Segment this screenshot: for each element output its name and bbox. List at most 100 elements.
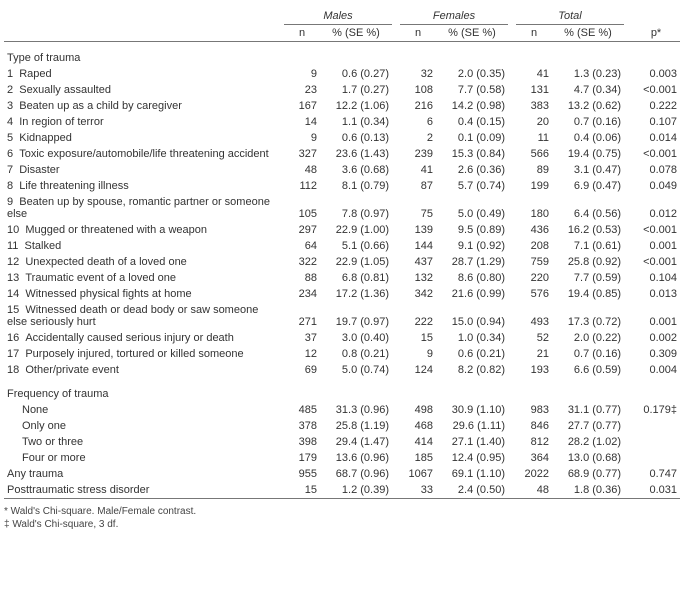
males-n: 327	[284, 146, 320, 162]
total-n: 41	[516, 66, 552, 82]
males-pct: 29.4 (1.47)	[320, 434, 392, 450]
table-row: 2 Sexually assaulted 23 1.7 (0.27) 108 7…	[4, 82, 680, 98]
total-n: 436	[516, 222, 552, 238]
total-pct: 1.3 (0.23)	[552, 66, 624, 82]
table-row: 11 Stalked 64 5.1 (0.66) 144 9.1 (0.92) …	[4, 238, 680, 254]
males-n: 112	[284, 178, 320, 194]
males-pct: 5.0 (0.74)	[320, 362, 392, 378]
table-row: Two or three 398 29.4 (1.47) 414 27.1 (1…	[4, 434, 680, 450]
males-pct: 31.3 (0.96)	[320, 402, 392, 418]
females-n: 108	[400, 82, 436, 98]
table-row: 1 Raped 9 0.6 (0.27) 32 2.0 (0.35) 41 1.…	[4, 66, 680, 82]
females-n: 15	[400, 330, 436, 346]
sub-pct: % (SE %)	[320, 25, 392, 42]
row-label: 1 Raped	[4, 66, 284, 82]
females-n: 132	[400, 270, 436, 286]
total-pct: 0.4 (0.06)	[552, 130, 624, 146]
total-n: 11	[516, 130, 552, 146]
males-n: 69	[284, 362, 320, 378]
females-n: 498	[400, 402, 436, 418]
females-n: 437	[400, 254, 436, 270]
p-value: 0.001	[632, 302, 680, 330]
males-pct: 1.1 (0.34)	[320, 114, 392, 130]
females-pct: 0.1 (0.09)	[436, 130, 508, 146]
total-n: 52	[516, 330, 552, 346]
females-pct: 2.0 (0.35)	[436, 66, 508, 82]
footnote: ‡ Wald's Chi-square, 3 df.	[4, 518, 676, 531]
total-pct: 7.7 (0.59)	[552, 270, 624, 286]
table-row: 6 Toxic exposure/automobile/life threate…	[4, 146, 680, 162]
total-n: 566	[516, 146, 552, 162]
males-header: Males	[284, 8, 392, 25]
p-value: 0.031	[632, 482, 680, 499]
total-pct: 28.2 (1.02)	[552, 434, 624, 450]
females-n: 32	[400, 66, 436, 82]
males-n: 23	[284, 82, 320, 98]
p-value: 0.003	[632, 66, 680, 82]
males-pct: 6.8 (0.81)	[320, 270, 392, 286]
females-pct: 1.0 (0.34)	[436, 330, 508, 346]
males-pct: 5.1 (0.66)	[320, 238, 392, 254]
sub-pct: % (SE %)	[552, 25, 624, 42]
p-value: 0.747	[632, 466, 680, 482]
females-n: 33	[400, 482, 436, 499]
males-pct: 25.8 (1.19)	[320, 418, 392, 434]
p-value: 0.179‡	[632, 402, 680, 418]
females-header: Females	[400, 8, 508, 25]
p-value: 0.004	[632, 362, 680, 378]
table-row: 15 Witnessed death or dead body or saw s…	[4, 302, 680, 330]
total-pct: 27.7 (0.77)	[552, 418, 624, 434]
row-label: Only one	[4, 418, 284, 434]
females-pct: 5.7 (0.74)	[436, 178, 508, 194]
total-pct: 2.0 (0.22)	[552, 330, 624, 346]
total-n: 846	[516, 418, 552, 434]
females-pct: 8.6 (0.80)	[436, 270, 508, 286]
total-n: 48	[516, 482, 552, 499]
males-pct: 0.6 (0.27)	[320, 66, 392, 82]
total-header: Total	[516, 8, 624, 25]
p-value: 0.309	[632, 346, 680, 362]
females-n: 239	[400, 146, 436, 162]
table-row: 14 Witnessed physical fights at home 234…	[4, 286, 680, 302]
p-value: 0.002	[632, 330, 680, 346]
total-n: 2022	[516, 466, 552, 482]
table-row: 7 Disaster 48 3.6 (0.68) 41 2.6 (0.36) 8…	[4, 162, 680, 178]
males-pct: 23.6 (1.43)	[320, 146, 392, 162]
males-n: 179	[284, 450, 320, 466]
p-value: <0.001	[632, 82, 680, 98]
females-n: 222	[400, 302, 436, 330]
females-n: 216	[400, 98, 436, 114]
females-n: 41	[400, 162, 436, 178]
p-value	[632, 434, 680, 450]
males-pct: 8.1 (0.79)	[320, 178, 392, 194]
total-pct: 7.1 (0.61)	[552, 238, 624, 254]
total-pct: 68.9 (0.77)	[552, 466, 624, 482]
females-n: 75	[400, 194, 436, 222]
females-pct: 27.1 (1.40)	[436, 434, 508, 450]
row-label: 14 Witnessed physical fights at home	[4, 286, 284, 302]
females-pct: 7.7 (0.58)	[436, 82, 508, 98]
total-n: 759	[516, 254, 552, 270]
total-n: 199	[516, 178, 552, 194]
footnotes: * Wald's Chi-square. Male/Female contras…	[4, 505, 676, 531]
table-row: None 485 31.3 (0.96) 498 30.9 (1.10) 983…	[4, 402, 680, 418]
males-pct: 17.2 (1.36)	[320, 286, 392, 302]
females-pct: 14.2 (0.98)	[436, 98, 508, 114]
row-label: 7 Disaster	[4, 162, 284, 178]
males-pct: 68.7 (0.96)	[320, 466, 392, 482]
females-pct: 2.4 (0.50)	[436, 482, 508, 499]
row-label: 15 Witnessed death or dead body or saw s…	[4, 302, 284, 330]
males-pct: 7.8 (0.97)	[320, 194, 392, 222]
total-pct: 1.8 (0.36)	[552, 482, 624, 499]
males-n: 9	[284, 130, 320, 146]
row-label: 9 Beaten up by spouse, romantic partner …	[4, 194, 284, 222]
females-pct: 12.4 (0.95)	[436, 450, 508, 466]
total-n: 383	[516, 98, 552, 114]
p-value: 0.107	[632, 114, 680, 130]
total-pct: 3.1 (0.47)	[552, 162, 624, 178]
males-n: 271	[284, 302, 320, 330]
row-label: Two or three	[4, 434, 284, 450]
males-pct: 0.6 (0.13)	[320, 130, 392, 146]
p-value: 0.014	[632, 130, 680, 146]
males-n: 378	[284, 418, 320, 434]
